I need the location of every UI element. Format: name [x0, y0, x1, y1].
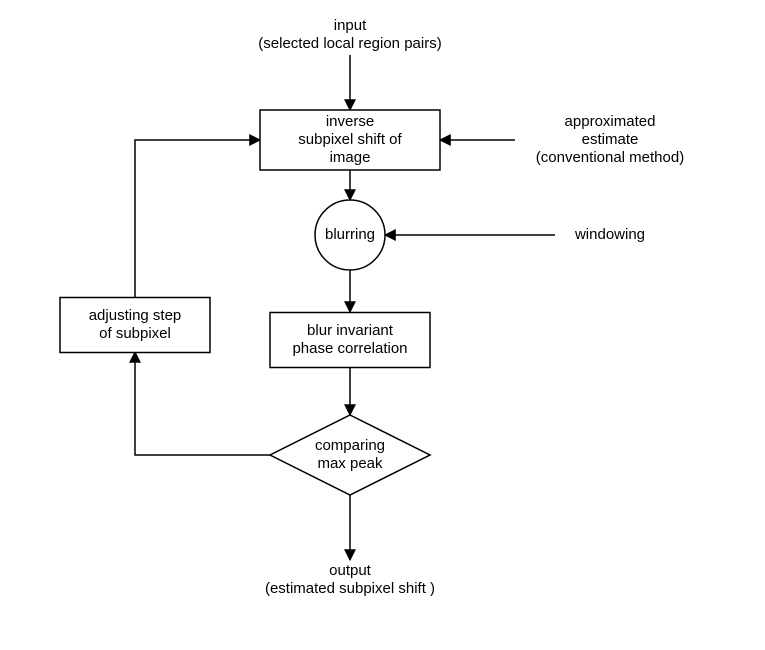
node-approx-label: (conventional method)	[536, 149, 684, 166]
node-inverse: inversesubpixel shift ofimage	[260, 110, 440, 170]
node-inverse-label: subpixel shift of	[298, 131, 402, 148]
edge-compare-adjusting	[135, 352, 270, 455]
node-compare-label: max peak	[317, 455, 383, 472]
node-windowing-label: windowing	[574, 226, 645, 243]
node-approx: approximatedestimate(conventional method…	[536, 113, 684, 166]
node-approx-label: estimate	[582, 131, 639, 148]
node-adjusting-label: adjusting step	[89, 307, 182, 324]
node-inverse-label: inverse	[326, 113, 374, 130]
node-inverse-label: image	[330, 149, 371, 166]
node-input-label: input	[334, 17, 367, 34]
node-compare: comparingmax peak	[270, 415, 430, 495]
node-adjusting: adjusting stepof subpixel	[60, 298, 210, 353]
flowchart-canvas: input(selected local region pairs) invers…	[0, 0, 765, 650]
node-approx-label: approximated	[565, 113, 656, 130]
node-adjusting-label: of subpixel	[99, 325, 171, 342]
node-blurring: blurring	[315, 200, 385, 270]
node-input-label: (selected local region pairs)	[258, 35, 441, 52]
node-output-label: output	[329, 562, 372, 579]
node-blurinv-label: blur invariant	[307, 322, 394, 339]
node-blurinv: blur invariantphase correlation	[270, 313, 430, 368]
node-output: output(estimated subpixel shift )	[265, 562, 435, 597]
node-blurring-label: blurring	[325, 226, 375, 243]
node-windowing: windowing	[574, 226, 645, 243]
edge-adjusting-inverse	[135, 140, 260, 298]
node-output-label: (estimated subpixel shift )	[265, 580, 435, 597]
node-input: input(selected local region pairs)	[258, 17, 441, 52]
node-compare-label: comparing	[315, 437, 385, 454]
node-blurinv-label: phase correlation	[292, 340, 407, 357]
